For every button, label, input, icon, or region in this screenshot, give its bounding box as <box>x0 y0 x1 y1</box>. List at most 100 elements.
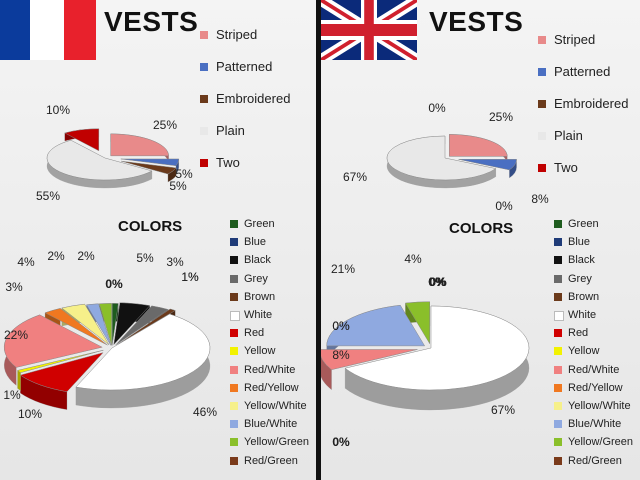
legend-label: White <box>244 309 273 321</box>
pie-data-label: 0% <box>332 319 350 333</box>
legend-swatch <box>554 238 562 247</box>
pie-data-label: 1% <box>181 270 199 284</box>
legend-swatch <box>554 329 562 338</box>
france-colors-title: COLORS <box>118 218 183 235</box>
pie-data-label: 0% <box>332 435 350 449</box>
legend-label: Yellow <box>244 345 276 358</box>
legend-swatch <box>200 127 208 135</box>
pie-slice-1 <box>120 158 180 167</box>
legend-swatch <box>554 256 562 265</box>
pie-data-label: 5% <box>175 167 193 181</box>
pie-slice-8 <box>321 349 418 370</box>
legend-swatch <box>230 402 238 410</box>
legend-swatch <box>230 220 238 228</box>
france-colors-pie: 1%0%5% 3%1%46%10%1%22%3%4% 2% 2%0% <box>3 249 217 421</box>
legend-label: Two <box>554 160 578 175</box>
legend-label: Yellow <box>568 345 600 358</box>
legend-label: Yellow/Green <box>568 436 634 449</box>
legend-swatch <box>230 438 238 447</box>
legend-swatch <box>230 238 238 247</box>
legend-swatch <box>230 456 238 465</box>
legend-label: Blue/White <box>568 418 622 431</box>
legend-swatch <box>538 68 546 76</box>
france-panel: VESTS COLORS 25% 5% 5% 55% 10% 1% 0% 5% 3% 1% 46% 1… <box>0 0 316 480</box>
legend-swatch <box>554 402 562 410</box>
pie-data-label: 0% <box>429 275 447 289</box>
pie-slice-2 <box>113 302 151 346</box>
legend-swatch <box>230 420 238 429</box>
pie-data-label: 67% <box>491 403 515 417</box>
pie-data-label: 2% <box>47 249 65 263</box>
legend-swatch <box>538 100 546 108</box>
france-charts: 25%5%5%55%10%1%0%5% 3%1%46%10%1%22%3%4% 2%… <box>3 103 217 421</box>
legend-label: Blue <box>244 236 267 249</box>
pie-slice-12 <box>404 301 430 345</box>
legend-swatch <box>200 63 208 71</box>
legend-label: Red/Green <box>244 454 298 467</box>
legend-swatch <box>230 365 238 374</box>
legend-swatch <box>230 329 238 338</box>
pie-data-label: 3% <box>166 255 184 269</box>
pie-data-label: 8% <box>531 192 549 206</box>
legend-label: Two <box>216 155 240 170</box>
pie-data-label: 10% <box>18 407 42 421</box>
pie-data-label: 0% <box>429 275 447 289</box>
legend-label: Striped <box>554 32 596 47</box>
legend-swatch <box>230 347 238 356</box>
pie-data-label: 0% <box>332 319 350 333</box>
pie-slice-11 <box>86 303 112 346</box>
legend-label: Plain <box>216 123 245 138</box>
legend-swatch <box>554 274 562 283</box>
legend-label: Brown <box>568 290 600 303</box>
uk-vest-type-legend: Striped Patterned Embroidered Plain Two <box>538 32 640 192</box>
uk-charts: 25%8%0%67%0%0%0%0%0%0%67%0%0%8%0%0%21%4%… <box>321 101 549 449</box>
pie-slice-12 <box>99 303 112 346</box>
legend-label: Black <box>244 254 271 267</box>
legend-label: Red <box>568 327 589 340</box>
legend-swatch <box>554 383 562 392</box>
pie-slice-3 <box>115 305 169 346</box>
legend-swatch <box>538 36 546 44</box>
pie-data-label: 0% <box>428 101 446 115</box>
legend-label: Red/White <box>244 363 296 376</box>
france-flag <box>0 0 96 60</box>
legend-swatch <box>554 311 564 321</box>
legend-swatch <box>554 420 562 429</box>
pie-data-label: 0% <box>428 275 446 289</box>
uk-vests-pie: 25% 8% 0% 67% 0% <box>343 101 549 213</box>
legend-label: Brown <box>244 290 276 303</box>
legend-label: Red/Yellow <box>568 381 623 394</box>
legend-swatch <box>538 164 546 172</box>
uk-flag <box>321 0 417 60</box>
uk-colors-pie: 0%0%0%0%0%67%0%0%8%0%0%21%4%0% <box>321 252 530 449</box>
uk-panel: VESTS COLORS 25% 8% 0% 67% 0% 0% 0% 0% 0% 0% 67% 0%… <box>321 0 640 480</box>
legend-swatch <box>554 438 562 447</box>
pie-data-label: 10% <box>46 103 70 117</box>
pie-data-label: 2% <box>77 249 95 263</box>
pie-data-label: 8% <box>332 348 350 362</box>
pie-slice-0 <box>448 134 508 157</box>
legend-label: Black <box>568 254 595 267</box>
uk-vests-title: VESTS <box>429 6 524 37</box>
legend-label: Patterned <box>554 64 611 79</box>
pie-slice-5 <box>344 305 530 391</box>
panel-divider <box>316 0 321 480</box>
legend-label: Grey <box>244 272 268 285</box>
legend-swatch <box>230 292 238 301</box>
france-flag-white <box>30 0 64 60</box>
france-flag-blue <box>0 0 30 60</box>
pie-data-label: 0% <box>105 277 123 291</box>
legend-label: Yellow/Green <box>244 436 310 449</box>
pie-data-label: 4% <box>404 252 422 266</box>
pie-data-label: 0% <box>428 275 446 289</box>
france-vest-type-legend: Striped Patterned Embroidered Plain Two <box>200 27 316 187</box>
legend-label: Yellow/White <box>568 400 631 412</box>
pie-data-label: 25% <box>153 118 177 132</box>
pie-slice-11 <box>326 304 426 347</box>
legend-label: Red/White <box>568 363 620 376</box>
pie-data-label: 0% <box>428 275 446 289</box>
pie-data-label: 0% <box>332 435 350 449</box>
pie-data-label: 21% <box>331 262 355 276</box>
legend-swatch <box>538 132 546 140</box>
legend-swatch <box>230 311 240 321</box>
